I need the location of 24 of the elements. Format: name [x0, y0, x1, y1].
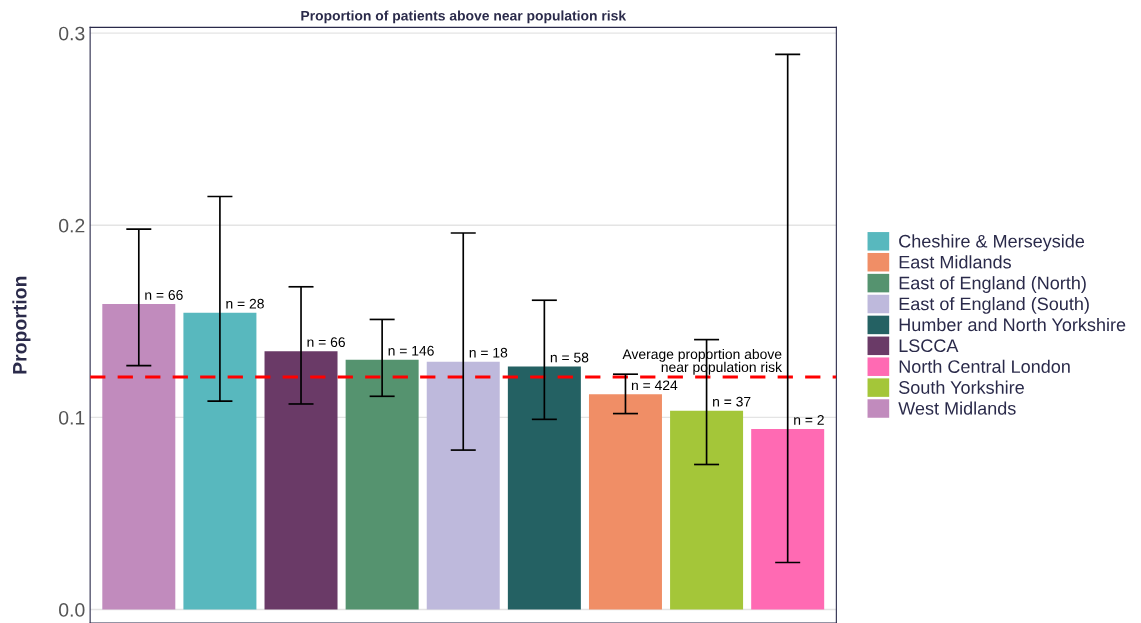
annotation: n = 58: [550, 352, 589, 363]
legend-label: Humber and North Yorkshire: [899, 317, 1126, 332]
y-tick-label: 0.2: [59, 218, 85, 233]
y-tick-label: 0.0: [59, 603, 85, 617]
annotation: n = 424: [631, 380, 678, 391]
legend-label: West Midlands: [898, 401, 1016, 415]
annotation: n = 2: [794, 414, 824, 425]
annotation: n = 66: [307, 337, 345, 348]
legend-label: East of England (North): [899, 276, 1086, 293]
annotation: n = 146: [388, 345, 434, 356]
y-axis-title: Proportion: [12, 276, 31, 374]
legend-label: LSCCA: [899, 339, 959, 353]
legend-label: North Central London: [899, 359, 1070, 373]
legend-label: South Yorkshire: [899, 380, 1024, 394]
annotation: n = 37: [713, 396, 751, 407]
chart-title: Proportion of patients above near population risk: [301, 10, 627, 24]
legend-label: Cheshire & Merseyside: [899, 234, 1085, 252]
annotation: n = 18: [469, 347, 508, 358]
y-tick-label: 0.3: [59, 26, 85, 41]
annotation: n = 28: [226, 298, 264, 309]
legend-label: East Midlands: [899, 255, 1011, 269]
legend-label: East of England (South): [899, 297, 1089, 314]
annotation: n = 66: [145, 290, 183, 300]
y-tick-label: 0.1: [59, 410, 85, 425]
